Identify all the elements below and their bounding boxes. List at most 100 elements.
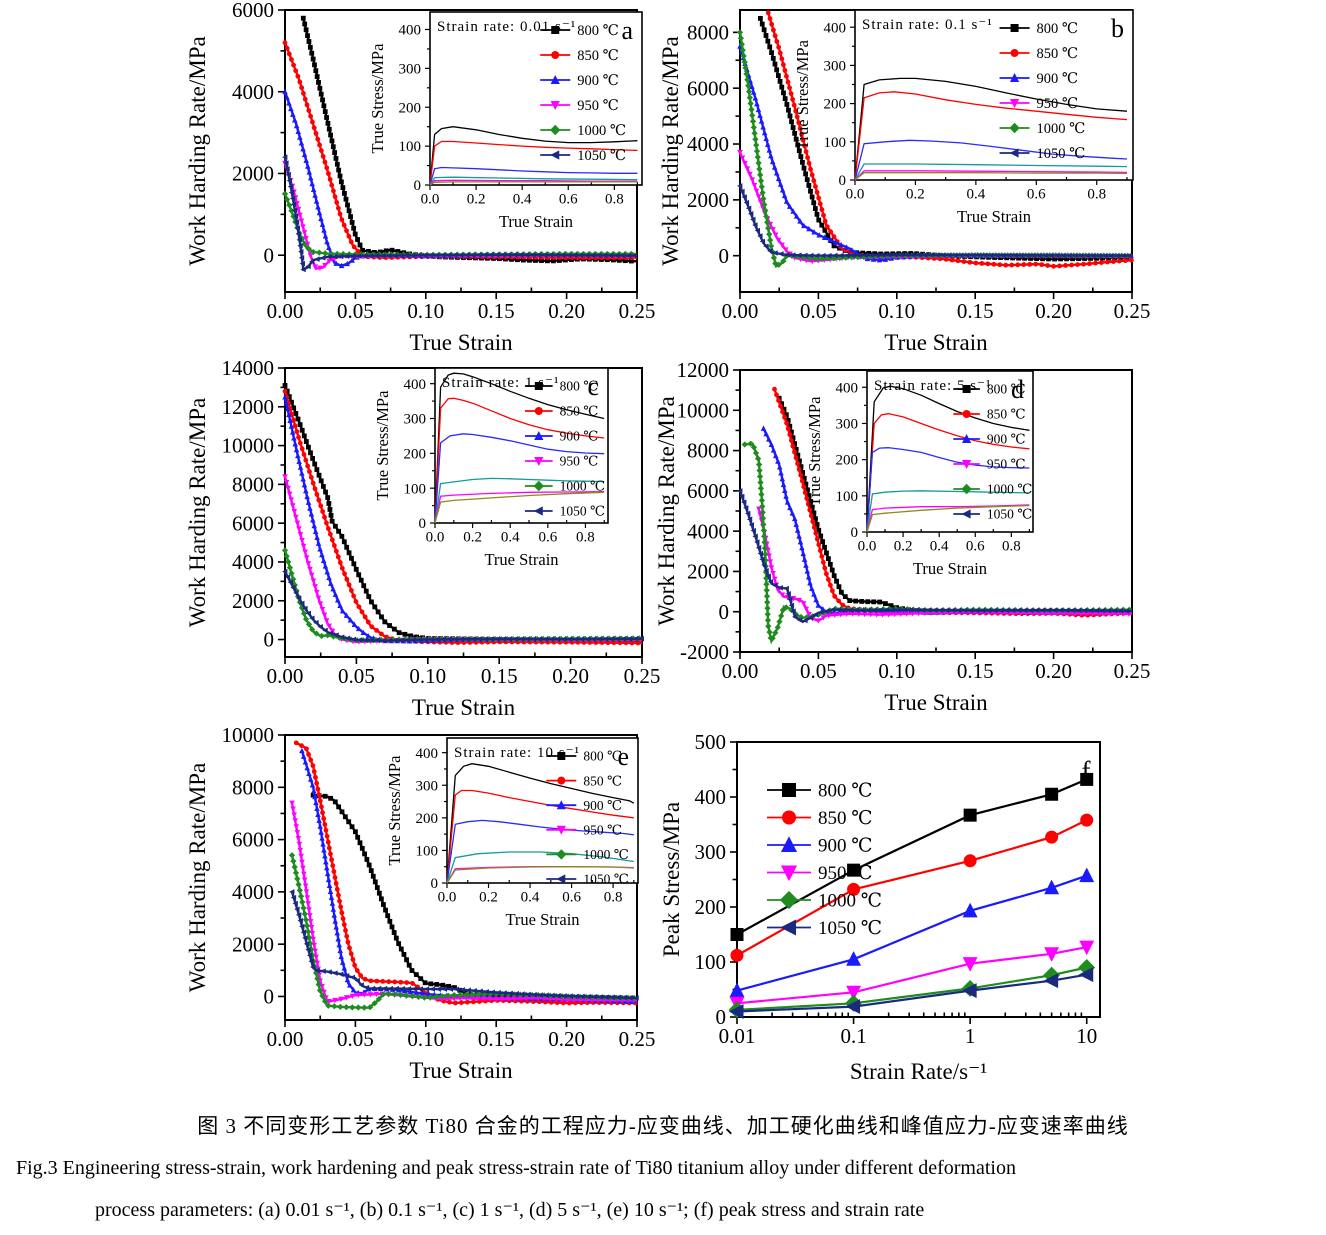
svg-text:0.15: 0.15 — [478, 299, 515, 323]
series-e-6 — [289, 889, 639, 1001]
svg-text:0.20: 0.20 — [548, 299, 585, 323]
svg-text:200: 200 — [836, 453, 859, 469]
svg-text:4000: 4000 — [232, 80, 274, 104]
svg-text:0.0: 0.0 — [846, 187, 865, 203]
caption-english-line2: process parameters: (a) 0.01 s⁻¹, (b) 0.… — [95, 1199, 925, 1221]
svg-text:a: a — [621, 16, 633, 45]
inset-series-e-3 — [446, 819, 634, 884]
series-a-6 — [282, 154, 638, 273]
svg-text:0.15: 0.15 — [957, 659, 994, 683]
svg-text:1000 ℃: 1000 ℃ — [560, 479, 605, 494]
svg-text:400: 400 — [416, 746, 439, 762]
svg-text:1050 ℃: 1050 ℃ — [560, 504, 605, 519]
svg-text:6000: 6000 — [232, 0, 274, 22]
svg-text:8000: 8000 — [232, 473, 274, 497]
svg-text:10000: 10000 — [222, 434, 275, 458]
caption-english-line1: Fig.3 Engineering stress-strain, work ha… — [16, 1157, 1016, 1179]
inset-series-e-1 — [446, 763, 635, 884]
svg-text:8000: 8000 — [687, 20, 729, 44]
svg-text:True Stress/MPa: True Stress/MPa — [373, 390, 392, 501]
svg-text:True Stress/MPa: True Stress/MPa — [793, 39, 812, 150]
svg-text:b: b — [1111, 14, 1124, 43]
svg-text:True Strain: True Strain — [412, 695, 516, 720]
svg-text:0.20: 0.20 — [1035, 299, 1072, 323]
svg-text:4000: 4000 — [687, 519, 729, 543]
svg-text:200: 200 — [399, 100, 422, 116]
panel-c-work-hardening-chart: 0.00 0.05 0.10 0.15 0.20 0.25 0 2000 4000 6000 800… — [180, 356, 660, 726]
svg-text:0.00: 0.00 — [267, 1027, 304, 1051]
svg-text:300: 300 — [399, 61, 422, 77]
chart-svg-d: 0.00 0.05 0.10 0.15 0.20 0.25-200002000400060… — [654, 358, 1150, 715]
inset-series-c-2 — [434, 397, 605, 524]
inset-series-d-3 — [866, 447, 1030, 533]
inset-series-d-6 — [866, 504, 1030, 533]
svg-text:0.0: 0.0 — [438, 890, 457, 906]
inset-series-c-6 — [434, 491, 605, 524]
svg-text:0.00: 0.00 — [267, 299, 304, 323]
inset-series-d-2 — [866, 413, 1030, 533]
svg-text:f: f — [1082, 756, 1091, 786]
svg-text:Strain rate: 0.01 s⁻¹: Strain rate: 0.01 s⁻¹ — [437, 19, 576, 35]
svg-text:0.10: 0.10 — [409, 664, 446, 688]
svg-text:0.8: 0.8 — [1087, 187, 1106, 203]
svg-text:True Stress/MPa: True Stress/MPa — [805, 396, 824, 507]
svg-text:0.8: 0.8 — [576, 530, 595, 546]
svg-text:300: 300 — [416, 778, 439, 794]
svg-text:1050 ℃: 1050 ℃ — [577, 148, 626, 164]
svg-text:0.25: 0.25 — [619, 1027, 656, 1051]
svg-text:900 ℃: 900 ℃ — [987, 432, 1026, 447]
svg-text:200: 200 — [404, 446, 427, 462]
inset-series-d-4 — [866, 490, 1030, 533]
series-f-4 — [729, 940, 1095, 1012]
series-d-6 — [737, 488, 1133, 624]
svg-text:800 ℃: 800 ℃ — [560, 379, 599, 394]
svg-text:6000: 6000 — [687, 76, 729, 100]
inset-d: 0.0 0.2 0.4 0.6 0.8 0 100 200 300 400 True Strain T… — [805, 370, 1034, 578]
svg-text:True Stress/MPa: True Stress/MPa — [385, 755, 404, 866]
svg-text:850 ℃: 850 ℃ — [583, 773, 622, 788]
svg-text:0.05: 0.05 — [338, 664, 375, 688]
series-f-6 — [728, 967, 1094, 1019]
chart-svg-b: 0.00 0.05 0.10 0.15 0.20 0.250200040006000800… — [658, 9, 1151, 355]
svg-text:0: 0 — [264, 628, 275, 652]
svg-text:0.4: 0.4 — [501, 530, 520, 546]
svg-text:0.2: 0.2 — [906, 187, 925, 203]
inset-b: 0.0 0.2 0.4 0.6 0.8 0 100 200 300 400 True Strain T… — [793, 9, 1134, 226]
svg-text:10: 10 — [1076, 1024, 1097, 1048]
svg-text:Work Harding Rate/MPa: Work Harding Rate/MPa — [185, 398, 210, 627]
inset-series-c-1 — [434, 372, 605, 524]
svg-text:900 ℃: 900 ℃ — [577, 73, 619, 89]
svg-text:8000: 8000 — [232, 775, 274, 799]
inset-series-c-4 — [434, 477, 605, 524]
panel-d-work-hardening-chart: 0.00 0.05 0.10 0.15 0.20 0.25 -2000 0 2000 4000 60… — [654, 358, 1326, 726]
svg-text:100: 100 — [836, 489, 859, 505]
svg-text:6000: 6000 — [232, 511, 274, 535]
svg-text:0: 0 — [716, 1005, 727, 1029]
svg-text:Strain rate: 1 s⁻¹: Strain rate: 1 s⁻¹ — [442, 375, 559, 391]
svg-text:0: 0 — [431, 876, 439, 892]
svg-text:1050 ℃: 1050 ℃ — [583, 872, 628, 887]
svg-text:0.25: 0.25 — [1114, 299, 1151, 323]
panel-a-work-hardening-chart: 0.00 0.05 0.10 0.15 0.20 0.25 0 2000 4000 6000 Tru… — [180, 0, 660, 358]
inset-series-b-4 — [854, 163, 1128, 181]
inset-series-d-5 — [866, 504, 1030, 533]
svg-text:0.10: 0.10 — [878, 299, 915, 323]
svg-text:d: d — [1011, 375, 1024, 404]
svg-text:10000: 10000 — [222, 726, 275, 747]
svg-text:850 ℃: 850 ℃ — [577, 48, 619, 64]
svg-text:950 ℃: 950 ℃ — [577, 98, 619, 114]
panel-b-work-hardening-chart: 0.00 0.05 0.10 0.15 0.20 0.25 0 2000 4000 6000 800… — [655, 0, 1326, 358]
inset-series-e-2 — [446, 789, 634, 884]
series-c-6 — [282, 568, 645, 644]
svg-text:12000: 12000 — [222, 395, 275, 419]
svg-text:200: 200 — [695, 895, 727, 919]
svg-text:0.4: 0.4 — [966, 187, 985, 203]
svg-text:900 ℃: 900 ℃ — [560, 429, 599, 444]
svg-text:850 ℃: 850 ℃ — [560, 404, 599, 419]
svg-text:300: 300 — [824, 58, 847, 74]
chart-svg-a: 0.00 0.05 0.10 0.15 0.20 0.250200040006000Tru… — [185, 0, 655, 355]
svg-text:e: e — [617, 742, 629, 771]
svg-text:100: 100 — [695, 950, 727, 974]
